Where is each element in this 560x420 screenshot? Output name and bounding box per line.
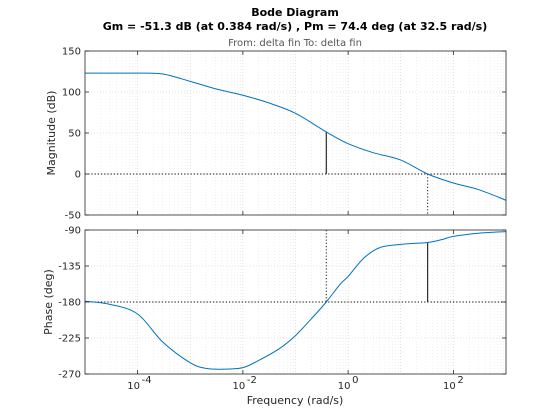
x-tick-label: 10: [127, 381, 140, 392]
y-tick-label: -50: [65, 211, 81, 222]
x-tick-exponent: -2: [247, 375, 257, 386]
phase-reference-lines: [85, 230, 506, 303]
x-tick-exponent: 0: [352, 375, 358, 386]
y-tick-label: -135: [58, 262, 81, 273]
chart-title: Bode Diagram: [251, 6, 339, 19]
x-tick-label: 10: [443, 381, 456, 392]
magnitude-reference-lines: [85, 131, 506, 215]
chart-subtitle: Gm = -51.3 dB (at 0.384 rad/s) , Pm = 74…: [103, 20, 488, 33]
x-tick-exponent: 2: [457, 375, 463, 386]
y-tick-label: 150: [62, 47, 81, 58]
magnitude-grid: [84, 50, 506, 216]
phase-panel: -270 -225 -180 -135 -90 Phase (deg): [42, 226, 507, 381]
y-tick-label: -270: [58, 370, 81, 381]
y-tick-label: -180: [58, 298, 81, 309]
y-tick-label: 0: [75, 170, 81, 181]
y-tick-label: 50: [68, 129, 81, 140]
phase-grid: [84, 229, 506, 375]
io-label: From: delta fin To: delta fin: [228, 38, 362, 49]
phase-curve: [84, 231, 507, 370]
magnitude-y-ticks: -50 0 50 100 150: [62, 47, 506, 222]
y-tick-label: 100: [62, 88, 81, 99]
x-tick-label: 10: [338, 381, 351, 392]
magnitude-curve: [85, 72, 507, 201]
magnitude-ylabel: Magnitude (dB): [45, 91, 58, 176]
magnitude-panel: -50 0 50 100 150 Magnitude (dB): [45, 47, 507, 222]
y-tick-label: -90: [65, 226, 81, 237]
phase-y-ticks: -270 -225 -180 -135 -90: [58, 226, 506, 381]
phase-ylabel: Phase (deg): [42, 269, 55, 335]
x-tick-label: 10: [233, 381, 246, 392]
frequency-xlabel: Frequency (rad/s): [247, 394, 344, 407]
y-tick-label: -225: [58, 334, 81, 345]
x-tick-exponent: -4: [142, 375, 152, 386]
